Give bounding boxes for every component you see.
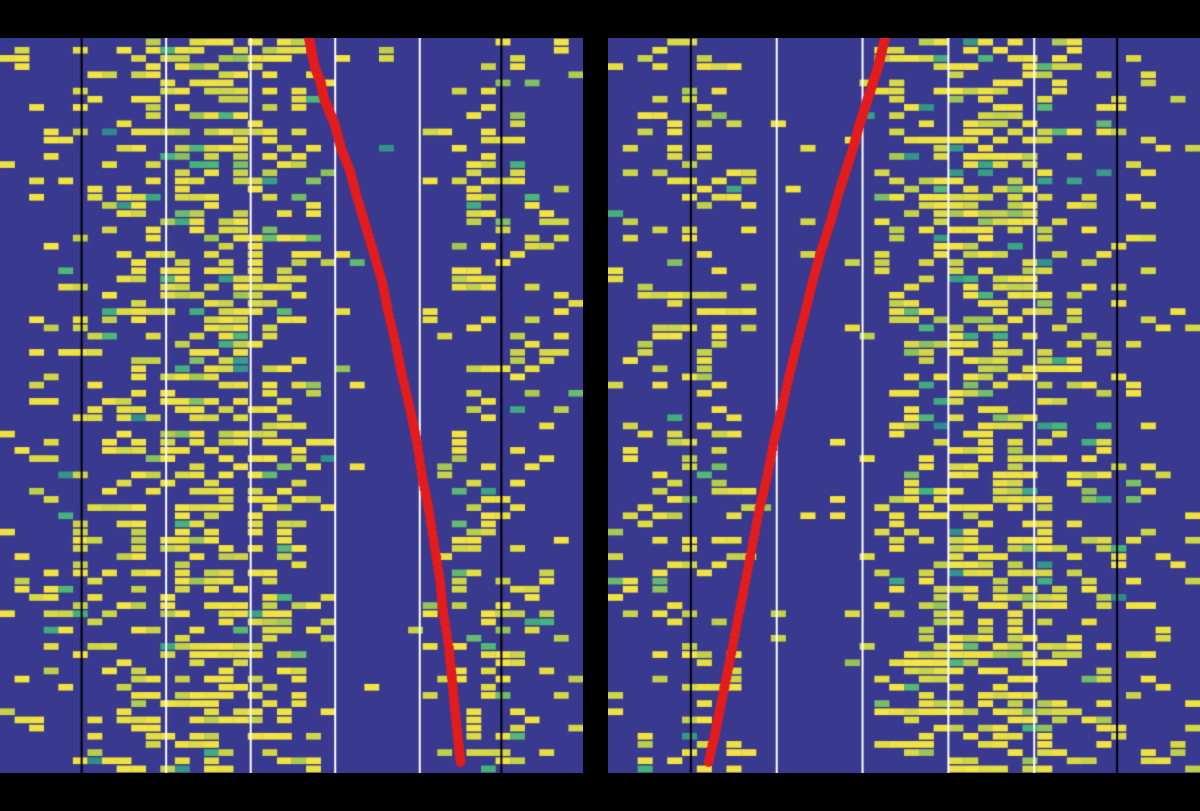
heatmap-canvas-left bbox=[0, 38, 583, 773]
heatmap-panel-right bbox=[608, 38, 1200, 773]
heatmap-panel-left bbox=[0, 38, 583, 773]
figure-container bbox=[0, 0, 1200, 811]
heatmap-canvas-right bbox=[608, 38, 1200, 773]
